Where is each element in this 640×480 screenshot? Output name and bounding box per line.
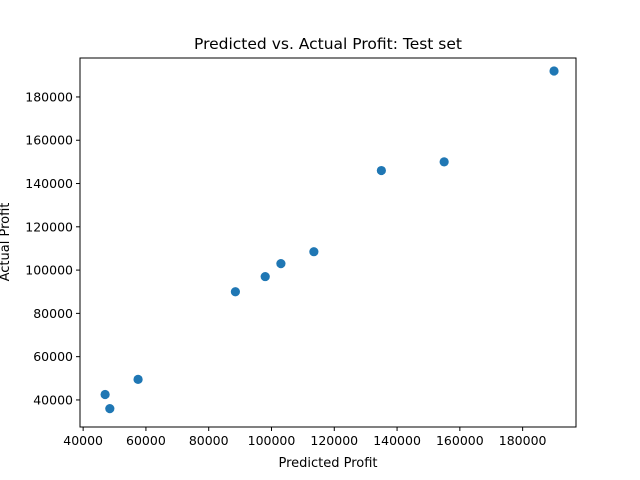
data-point-7 (309, 247, 319, 257)
y-tick-label-3: 80000 (33, 306, 73, 321)
chart-title: Predicted vs. Actual Profit: Test set (194, 35, 462, 53)
x-tick-label-5: 120000 (310, 433, 358, 448)
y-tick-label-1: 40000 (33, 392, 73, 407)
y-tick-label-8: 180000 (25, 89, 73, 104)
data-point-8 (376, 165, 386, 176)
y-tick-label-5: 120000 (25, 219, 73, 234)
x-axis-label: Predicted Profit (278, 456, 377, 471)
data-point-6 (276, 259, 286, 269)
data-point-3 (133, 374, 143, 384)
data-point-5 (260, 271, 270, 282)
x-tick-label-2: 60000 (126, 433, 166, 448)
data-point-10 (549, 66, 559, 76)
data-point-2 (105, 404, 115, 414)
y-tick-label-2: 60000 (33, 349, 73, 364)
x-tick-label-7: 160000 (436, 433, 484, 448)
y-tick-label-7: 160000 (25, 133, 73, 148)
data-point-9 (439, 157, 449, 167)
x-axis: 40000 60000 80000 100000 120000 140000 160000 1… (63, 427, 547, 448)
x-tick-label-4: 100000 (248, 433, 296, 448)
y-tick-label-4: 100000 (25, 263, 73, 278)
y-axis-label: Actual Profit (0, 203, 13, 282)
x-tick-label-3: 80000 (189, 433, 229, 448)
x-tick-label-1: 40000 (63, 433, 103, 448)
y-axis: 40000 60000 80000 100000 120000 140000 160000 1… (25, 89, 80, 407)
x-tick-label-8: 180000 (499, 433, 547, 448)
data-point-1 (100, 389, 110, 400)
plot-frame (79, 57, 577, 428)
y-tick-label-6: 140000 (25, 176, 73, 191)
data-points (100, 66, 559, 414)
x-tick-label-6: 140000 (373, 433, 421, 448)
data-point-4 (230, 287, 240, 297)
